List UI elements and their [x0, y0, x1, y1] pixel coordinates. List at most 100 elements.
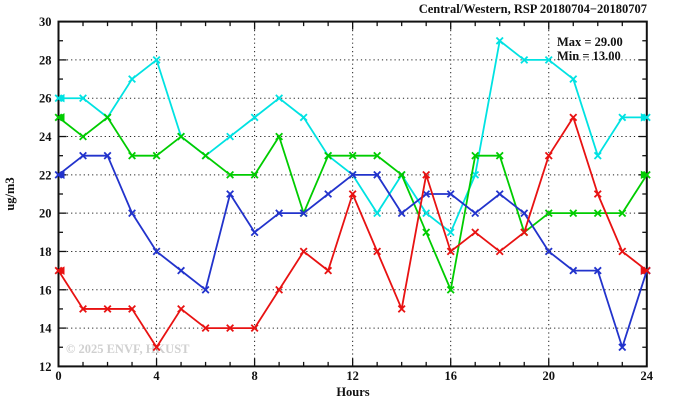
- data-point-marker: [79, 132, 87, 141]
- x-tick-label: 16: [444, 369, 457, 383]
- data-point-marker: [79, 151, 87, 160]
- data-point-marker: [128, 75, 136, 84]
- data-point-marker: [250, 113, 259, 122]
- data-point-marker: [348, 170, 357, 179]
- data-point-marker: [299, 247, 308, 256]
- data-point-marker: [471, 170, 480, 179]
- data-point-marker: [226, 170, 235, 179]
- data-point-marker: [103, 113, 112, 122]
- y-axis-label: ug/m3: [3, 177, 17, 210]
- data-point-marker: [201, 324, 210, 333]
- data-point-marker: [250, 228, 259, 237]
- x-tick-label: 12: [346, 369, 359, 383]
- x-tick-label: 24: [641, 369, 654, 383]
- data-point-marker: [128, 151, 136, 160]
- data-point-marker: [520, 55, 529, 64]
- data-point-marker: [152, 151, 161, 160]
- x-tick-label: 0: [55, 369, 61, 383]
- data-point-marker: [324, 266, 333, 275]
- x-tick-label: 4: [153, 369, 160, 383]
- data-point-marker: [152, 343, 161, 352]
- y-tick-label: 18: [39, 245, 52, 259]
- right-continuation-arrow: [640, 266, 649, 275]
- data-point-marker: [79, 94, 87, 103]
- data-point-marker: [593, 209, 602, 218]
- data-point-marker: [618, 247, 627, 256]
- y-tick-label: 22: [39, 168, 52, 182]
- data-point-marker: [544, 209, 553, 218]
- right-continuation-arrow: [640, 170, 649, 180]
- y-tick-label: 24: [39, 130, 52, 144]
- data-point-marker: [446, 247, 455, 256]
- data-point-marker: [299, 113, 308, 122]
- data-point-marker: [618, 343, 627, 352]
- data-point-marker: [569, 113, 578, 122]
- data-point-marker: [275, 94, 284, 103]
- y-tick-labels: 12 14 16 18 20 22 24 26 28 30: [39, 15, 52, 374]
- data-point-marker: [177, 132, 185, 141]
- data-point-marker: [618, 209, 627, 218]
- data-point-marker: [495, 36, 504, 45]
- data-point-marker: [201, 151, 210, 160]
- x-tick-label: 8: [251, 369, 257, 383]
- right-continuation-arrow: [640, 113, 649, 122]
- data-point-marker: [177, 266, 185, 275]
- data-point-marker: [373, 247, 382, 256]
- data-point-marker: [275, 132, 284, 141]
- min-annotation: Min = 13.00: [557, 49, 621, 63]
- data-point-marker: [471, 209, 480, 218]
- data-point-marker: [103, 304, 112, 313]
- data-point-marker: [471, 228, 480, 237]
- data-point-marker: [593, 190, 602, 198]
- data-point-marker: [495, 247, 504, 256]
- data-point-marker: [495, 190, 504, 198]
- data-point-marker: [593, 266, 602, 275]
- left-continuation-arrow: [56, 170, 65, 180]
- data-point-marker: [348, 151, 357, 160]
- chart-title: Central/Western, RSP 20180704−20180707: [419, 2, 647, 16]
- left-continuation-arrow: [56, 113, 65, 122]
- data-point-marker: [569, 75, 578, 84]
- data-point-marker: [446, 228, 455, 237]
- y-tick-label: 16: [39, 283, 52, 297]
- data-point-marker: [446, 285, 455, 294]
- data-point-marker: [201, 285, 210, 294]
- data-point-marker: [250, 170, 259, 179]
- data-point-marker: [324, 190, 333, 198]
- data-point-marker: [348, 190, 357, 198]
- data-point-marker: [422, 209, 431, 218]
- data-point-marker: [226, 190, 235, 198]
- data-point-marker: [446, 190, 455, 198]
- data-point-marker: [618, 113, 627, 122]
- data-point-marker: [152, 247, 161, 256]
- data-point-marker: [520, 209, 529, 218]
- series-blue-line: [54, 151, 651, 352]
- gridlines: [58, 21, 647, 367]
- data-point-marker: [422, 190, 431, 198]
- y-tick-label: 20: [39, 207, 52, 221]
- data-point-marker: [373, 209, 382, 218]
- y-tick-label: 28: [39, 53, 52, 67]
- data-point-marker: [299, 209, 308, 218]
- series-red-line: [54, 113, 651, 352]
- data-point-marker: [128, 304, 136, 313]
- data-point-marker: [226, 132, 235, 141]
- data-point-marker: [569, 209, 578, 218]
- series-green-line: [54, 113, 651, 294]
- data-point-marker: [79, 304, 87, 313]
- data-point-marker: [397, 170, 406, 179]
- data-point-marker: [373, 151, 382, 160]
- x-tick-label: 20: [543, 369, 556, 383]
- series-path: [57, 116, 648, 291]
- data-point-marker: [177, 304, 185, 313]
- data-series: [54, 36, 651, 352]
- watermark: © 2025 ENVF, HKUST: [66, 342, 190, 356]
- data-point-marker: [103, 151, 112, 160]
- left-continuation-arrow: [56, 266, 65, 275]
- data-point-marker: [544, 247, 553, 256]
- x-tick-labels: 0 4 8 12 16 20 24: [55, 369, 653, 383]
- data-point-marker: [520, 228, 529, 237]
- data-point-marker: [495, 151, 504, 160]
